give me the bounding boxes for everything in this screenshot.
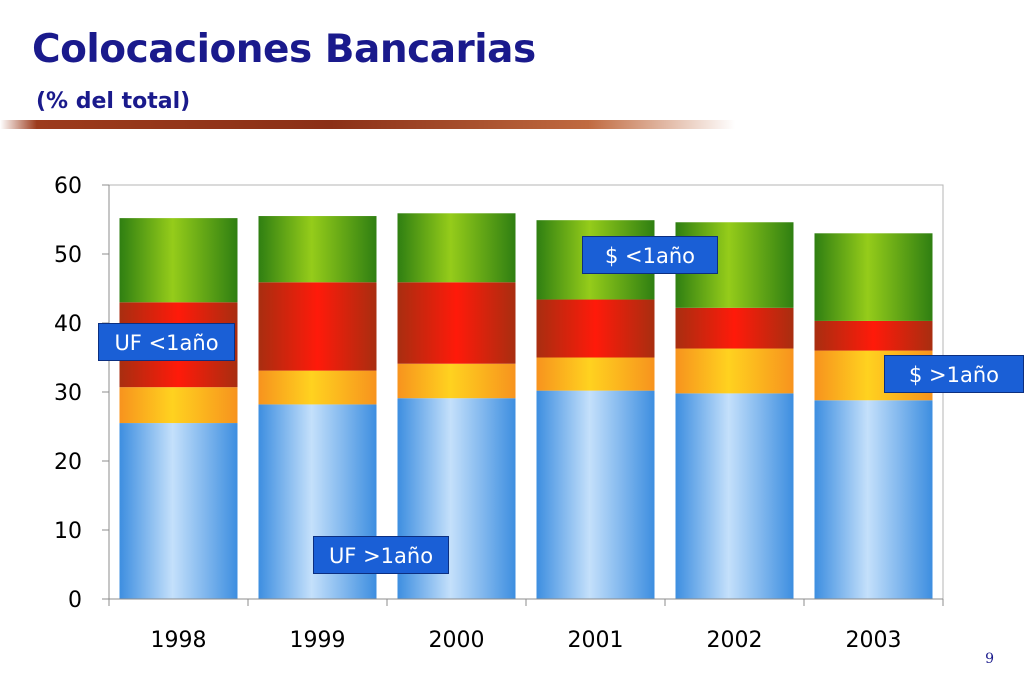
- y-tick-label: 50: [54, 243, 82, 268]
- x-tick-label: 1998: [151, 628, 207, 653]
- bar-segment-2002-2: [675, 307, 794, 349]
- bar-segment-2000-1: [397, 363, 516, 399]
- x-tick-label: 2003: [846, 628, 902, 653]
- x-tick-label: 2001: [568, 628, 624, 653]
- y-tick-label: 30: [54, 381, 82, 406]
- bar-segment-1998-3: [119, 218, 238, 303]
- bar-segment-1999-1: [258, 370, 377, 405]
- callout-uf-under-1: UF <1año: [98, 323, 235, 361]
- slide-title: Colocaciones Bancarias: [32, 27, 536, 72]
- y-axis: 0 10 20 30 40 50 60: [54, 174, 110, 613]
- page-number: 9: [985, 651, 994, 667]
- bar-segment-2001-1: [536, 357, 655, 391]
- y-tick-label: 10: [54, 519, 82, 544]
- bar-segment-2000-2: [397, 282, 516, 364]
- slide-subtitle: (% del total): [36, 89, 191, 114]
- bar-segment-2001-0: [536, 390, 655, 599]
- bar-segment-2000-3: [397, 213, 516, 283]
- bar-segment-1998-0: [119, 423, 238, 599]
- bar-segment-2003-0: [814, 400, 933, 599]
- callout-uf-over-1: UF >1año: [313, 536, 449, 574]
- callout-peso-over-1: $ >1año: [884, 355, 1024, 393]
- x-tick-label: 2002: [707, 628, 763, 653]
- y-tick-label: 60: [54, 174, 82, 199]
- y-tick-label: 20: [54, 450, 82, 475]
- x-tick-label: 2000: [429, 628, 485, 653]
- x-axis: 1998 1999 2000 2001 2002 2003: [108, 598, 944, 653]
- title-rule: [0, 120, 735, 129]
- plot-area: [108, 184, 944, 600]
- bar-segment-2003-2: [814, 320, 933, 351]
- bar-segment-2003-3: [814, 233, 933, 321]
- bar-segment-1999-2: [258, 282, 377, 371]
- x-tick-label: 1999: [290, 628, 346, 653]
- bar-segment-2002-0: [675, 393, 794, 599]
- bar-segment-1999-3: [258, 216, 377, 283]
- bar-segment-1998-1: [119, 387, 238, 424]
- bar-segment-2001-2: [536, 299, 655, 358]
- y-tick-label: 0: [68, 588, 82, 613]
- callout-peso-under-1: $ <1año: [582, 236, 718, 274]
- y-tick-label: 40: [54, 312, 82, 337]
- bar-segment-2002-1: [675, 348, 794, 394]
